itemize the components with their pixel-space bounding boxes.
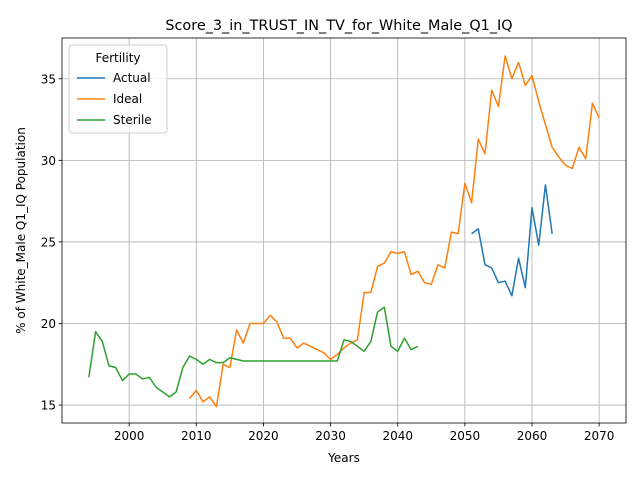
y-axis: 15 20 25 30 35 [41,72,62,413]
x-tick-label: 2030 [315,429,346,443]
series-line-actual [471,184,553,297]
x-tick-label: 2040 [382,429,413,443]
x-tick-label: 2010 [181,429,212,443]
x-tick-label: 2070 [584,429,615,443]
legend-title: Fertility [95,51,140,65]
x-tick-label: 2000 [114,429,145,443]
legend-label-actual: Actual [113,71,151,85]
chart-title: Score_3_in_TRUST_IN_TV_for_White_Male_Q1… [165,18,512,34]
gridlines [62,38,626,423]
x-axis-label: Years [327,451,360,465]
y-tick-label: 25 [41,235,56,249]
series-line-ideal [188,55,600,408]
y-tick-label: 35 [41,72,56,86]
legend-label-sterile: Sterile [113,113,152,127]
series-line-sterile [88,306,419,398]
series-layer [88,55,600,408]
x-tick-label: 2020 [248,429,279,443]
y-tick-label: 30 [41,154,56,168]
legend: Fertility Actual Ideal Sterile [68,44,168,134]
legend-box [68,44,168,134]
y-tick-label: 15 [41,399,56,413]
x-tick-label: 2060 [517,429,548,443]
y-axis-label: % of White_Male Q1_IQ Population [14,127,28,334]
x-axis: 2000 2010 2020 2030 2040 2050 2060 2070 [114,423,615,443]
x-tick-label: 2050 [450,429,481,443]
y-tick-label: 20 [41,317,56,331]
plot-frame [61,37,627,424]
legend-label-ideal: Ideal [113,92,142,106]
